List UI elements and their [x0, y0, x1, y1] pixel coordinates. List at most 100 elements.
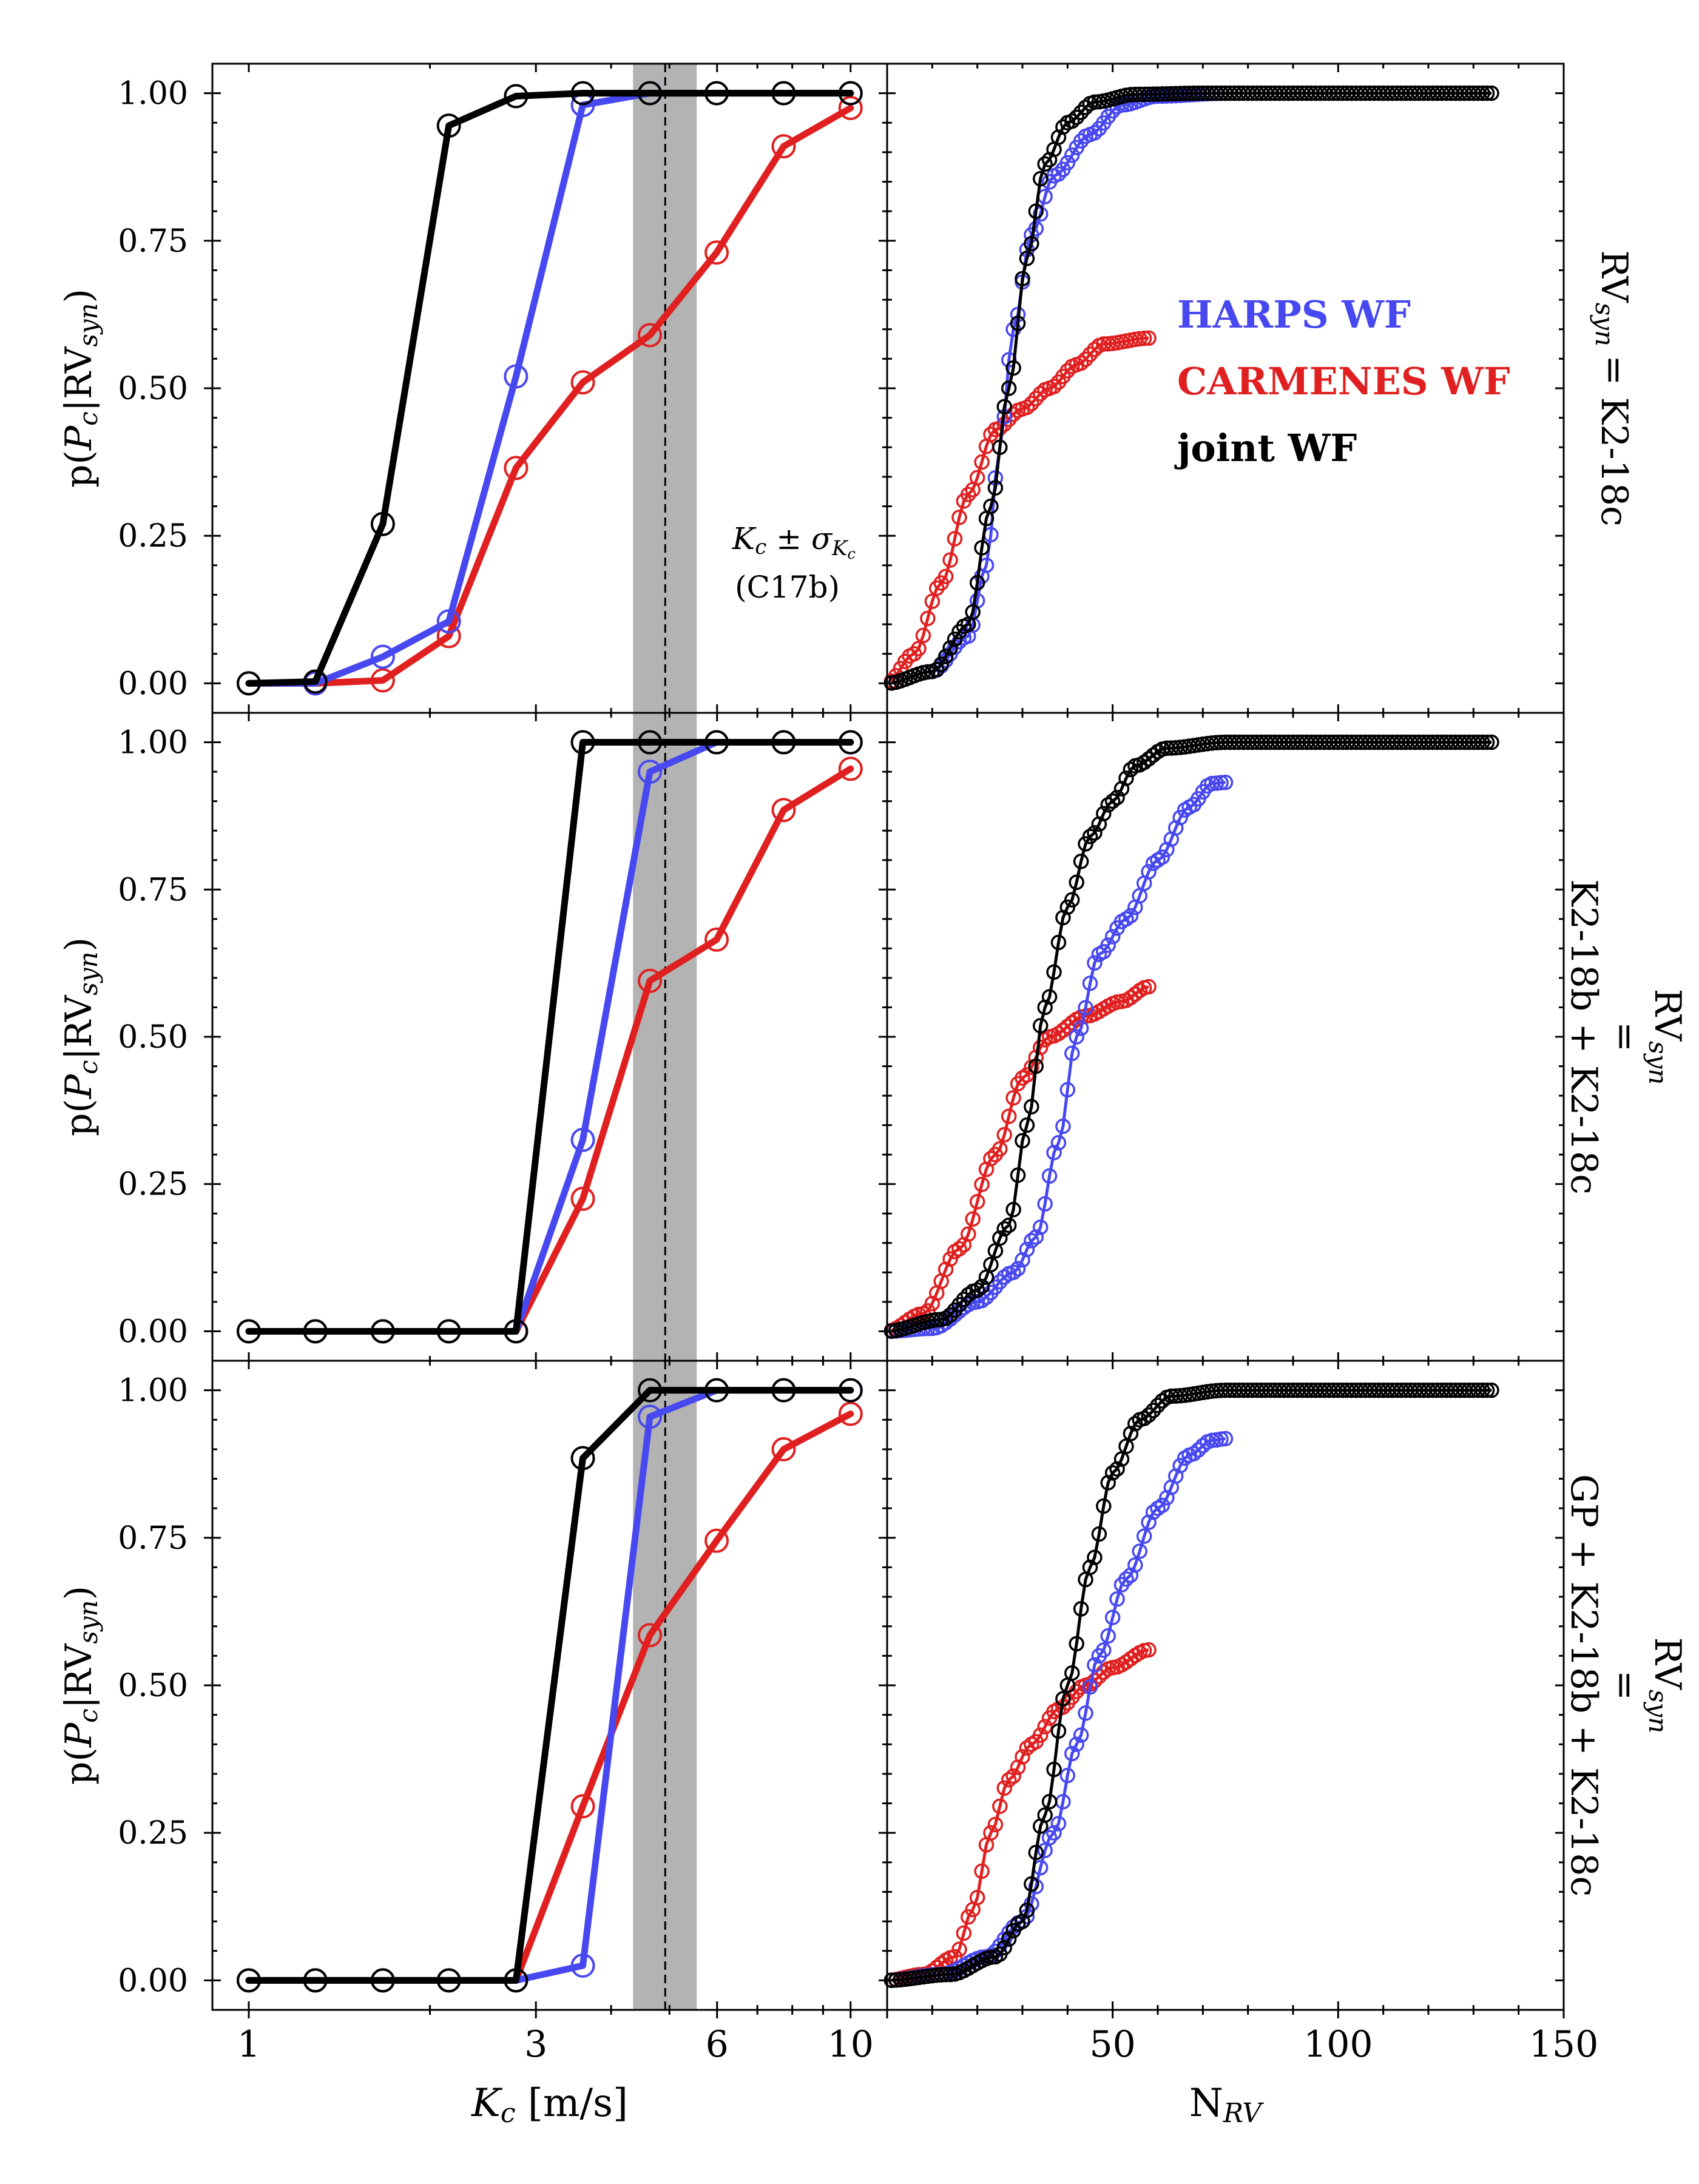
marker-harps-row2 [1073, 1020, 1089, 1036]
marker-carmenes-row3 [638, 1623, 663, 1648]
marker-harps-row1 [436, 609, 461, 634]
marker-carmenes-row1 [436, 624, 461, 649]
annotation-part: K [732, 521, 757, 556]
marker-joint-row1 [965, 604, 981, 620]
marker-joint-row1 [1032, 170, 1049, 187]
y-tick-label-text: 0.75 [118, 223, 188, 260]
marker-carmenes-row3 [1015, 1749, 1030, 1765]
marker-joint-row2 [1479, 734, 1495, 750]
marker-carmenes-row1 [570, 370, 595, 395]
marker-carmenes-row1 [1136, 330, 1152, 346]
y-label-sub: syn [73, 951, 103, 995]
marker-joint-row2 [961, 1287, 976, 1303]
marker-carmenes-row3 [987, 1816, 1004, 1833]
x-label-part: K [471, 2081, 502, 2126]
marker-carmenes-row1 [974, 454, 990, 470]
marker-joint-row3 [1150, 1397, 1166, 1414]
marker-joint-row1 [504, 84, 529, 109]
marker-joint-row1 [303, 669, 328, 694]
marker-joint-row3 [1050, 1723, 1067, 1739]
row-label-row2: RVsyn [1643, 989, 1689, 1085]
marker-harps-row3 [1109, 1591, 1125, 1607]
marker-harps-row2 [996, 1269, 1013, 1285]
marker-harps-row2 [1059, 1082, 1076, 1098]
k-annotation-ref: (C17b) [735, 570, 840, 605]
y-tick-label-text: 0.00 [118, 666, 188, 702]
y-label-sub: c [73, 411, 103, 426]
y-tick-label: 0.75 [118, 872, 188, 908]
marker-joint-row2 [504, 1319, 529, 1344]
y-tick-label: 0.75 [118, 1520, 188, 1557]
annotation-sub: c [755, 535, 766, 559]
marker-harps-row2 [1141, 864, 1157, 880]
legend-label: HARPS WF [1177, 292, 1411, 337]
marker-joint-row2 [1001, 1217, 1017, 1233]
marker-joint-row1 [1010, 315, 1026, 331]
marker-carmenes-row2 [570, 1187, 595, 1211]
marker-joint-row2 [1010, 1167, 1026, 1183]
marker-carmenes-row3 [974, 1863, 990, 1879]
marker-joint-row2 [704, 730, 729, 755]
y-label-part: p( [58, 1099, 100, 1136]
marker-harps-row1 [1050, 166, 1067, 182]
row-label-row2-model: K2-18b + K2-18c [1562, 879, 1605, 1195]
data-layer [236, 81, 1499, 1993]
marker-joint-row2 [236, 1319, 261, 1344]
k-annotation: Kc ± σKc [732, 521, 856, 562]
marker-carmenes-row2 [961, 1226, 976, 1242]
marker-joint-row1 [996, 399, 1013, 415]
marker-carmenes-row1 [1141, 330, 1157, 346]
y-tick-label: 0.75 [118, 223, 188, 260]
marker-harps-row3 [1050, 1816, 1067, 1832]
marker-joint-row1 [570, 81, 595, 106]
marker-carmenes-row1 [969, 470, 985, 486]
line-carmenes-row1 [245, 104, 854, 687]
marker-harps-row3 [1096, 1642, 1112, 1658]
marker-joint-row3 [1024, 1876, 1039, 1892]
marker-joint-row3 [570, 1446, 595, 1471]
axes-frame-right-row3 [886, 1360, 1565, 2011]
legend-entry-joint: joint WF [1174, 426, 1357, 470]
marker-carmenes-row1 [838, 95, 863, 120]
marker-joint-row1 [1024, 235, 1039, 252]
marker-joint-row3 [1082, 1559, 1098, 1576]
marker-joint-row3 [1073, 1601, 1089, 1617]
marker-harps-row1 [1064, 147, 1080, 163]
marker-joint-row3 [1046, 1761, 1062, 1778]
shaded-band-layer [633, 64, 697, 2010]
marker-carmenes-row1 [1028, 391, 1044, 406]
marker-joint-row3 [1141, 1407, 1157, 1423]
marker-carmenes-row1 [504, 456, 529, 480]
marker-harps-row2 [1069, 1029, 1084, 1045]
y-tick-label-text: 0.50 [118, 1019, 188, 1056]
marker-carmenes-row2 [992, 1141, 1008, 1157]
marker-joint-row1 [704, 81, 729, 106]
x-tick-label-text: 150 [1529, 2023, 1599, 2066]
line-joint-row2 [245, 739, 854, 1335]
marker-harps-row3 [1073, 1727, 1089, 1743]
y-tick-label: 0.00 [118, 666, 188, 702]
marker-harps-row2 [1028, 1229, 1044, 1245]
x-tick-label-text: 3 [524, 2023, 547, 2066]
marker-carmenes-row1 [370, 668, 395, 693]
marker-joint-row2 [638, 730, 663, 755]
annotation-ref-text: (C17b) [735, 570, 840, 605]
marker-joint-row2 [929, 1312, 945, 1328]
marker-joint-row1 [370, 511, 395, 536]
marker-joint-row2 [1015, 1133, 1030, 1149]
row-label-text: GP + K2-18b + K2-18c [1562, 1474, 1605, 1896]
marker-carmenes-row1 [638, 323, 663, 348]
marker-joint-row2 [1082, 829, 1098, 844]
row-label-rv: RV [1593, 250, 1635, 303]
row-label-rv: RV [1646, 989, 1689, 1042]
marker-harps-row2 [1005, 1264, 1021, 1281]
marker-joint-row3 [303, 1968, 328, 1993]
axes-frame-right-row2 [886, 712, 1565, 1362]
marker-carmenes-row2 [996, 1127, 1013, 1143]
y-label-part: ) [58, 937, 100, 951]
marker-joint-row3 [1145, 1403, 1161, 1418]
axes-frame-left-row3 [211, 1360, 888, 2011]
marker-harps-row3 [1041, 1830, 1058, 1846]
marker-joint-row1 [1069, 109, 1084, 126]
y-tick-label: 0.00 [118, 1313, 188, 1350]
